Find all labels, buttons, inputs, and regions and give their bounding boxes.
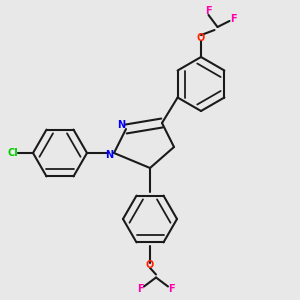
Text: F: F — [137, 284, 144, 295]
Text: N: N — [105, 149, 114, 160]
Text: N: N — [117, 119, 126, 130]
Text: O: O — [197, 33, 205, 43]
Text: F: F — [205, 6, 212, 16]
Text: F: F — [230, 14, 236, 24]
Text: Cl: Cl — [7, 148, 18, 158]
Text: F: F — [168, 284, 175, 295]
Text: O: O — [146, 260, 154, 270]
